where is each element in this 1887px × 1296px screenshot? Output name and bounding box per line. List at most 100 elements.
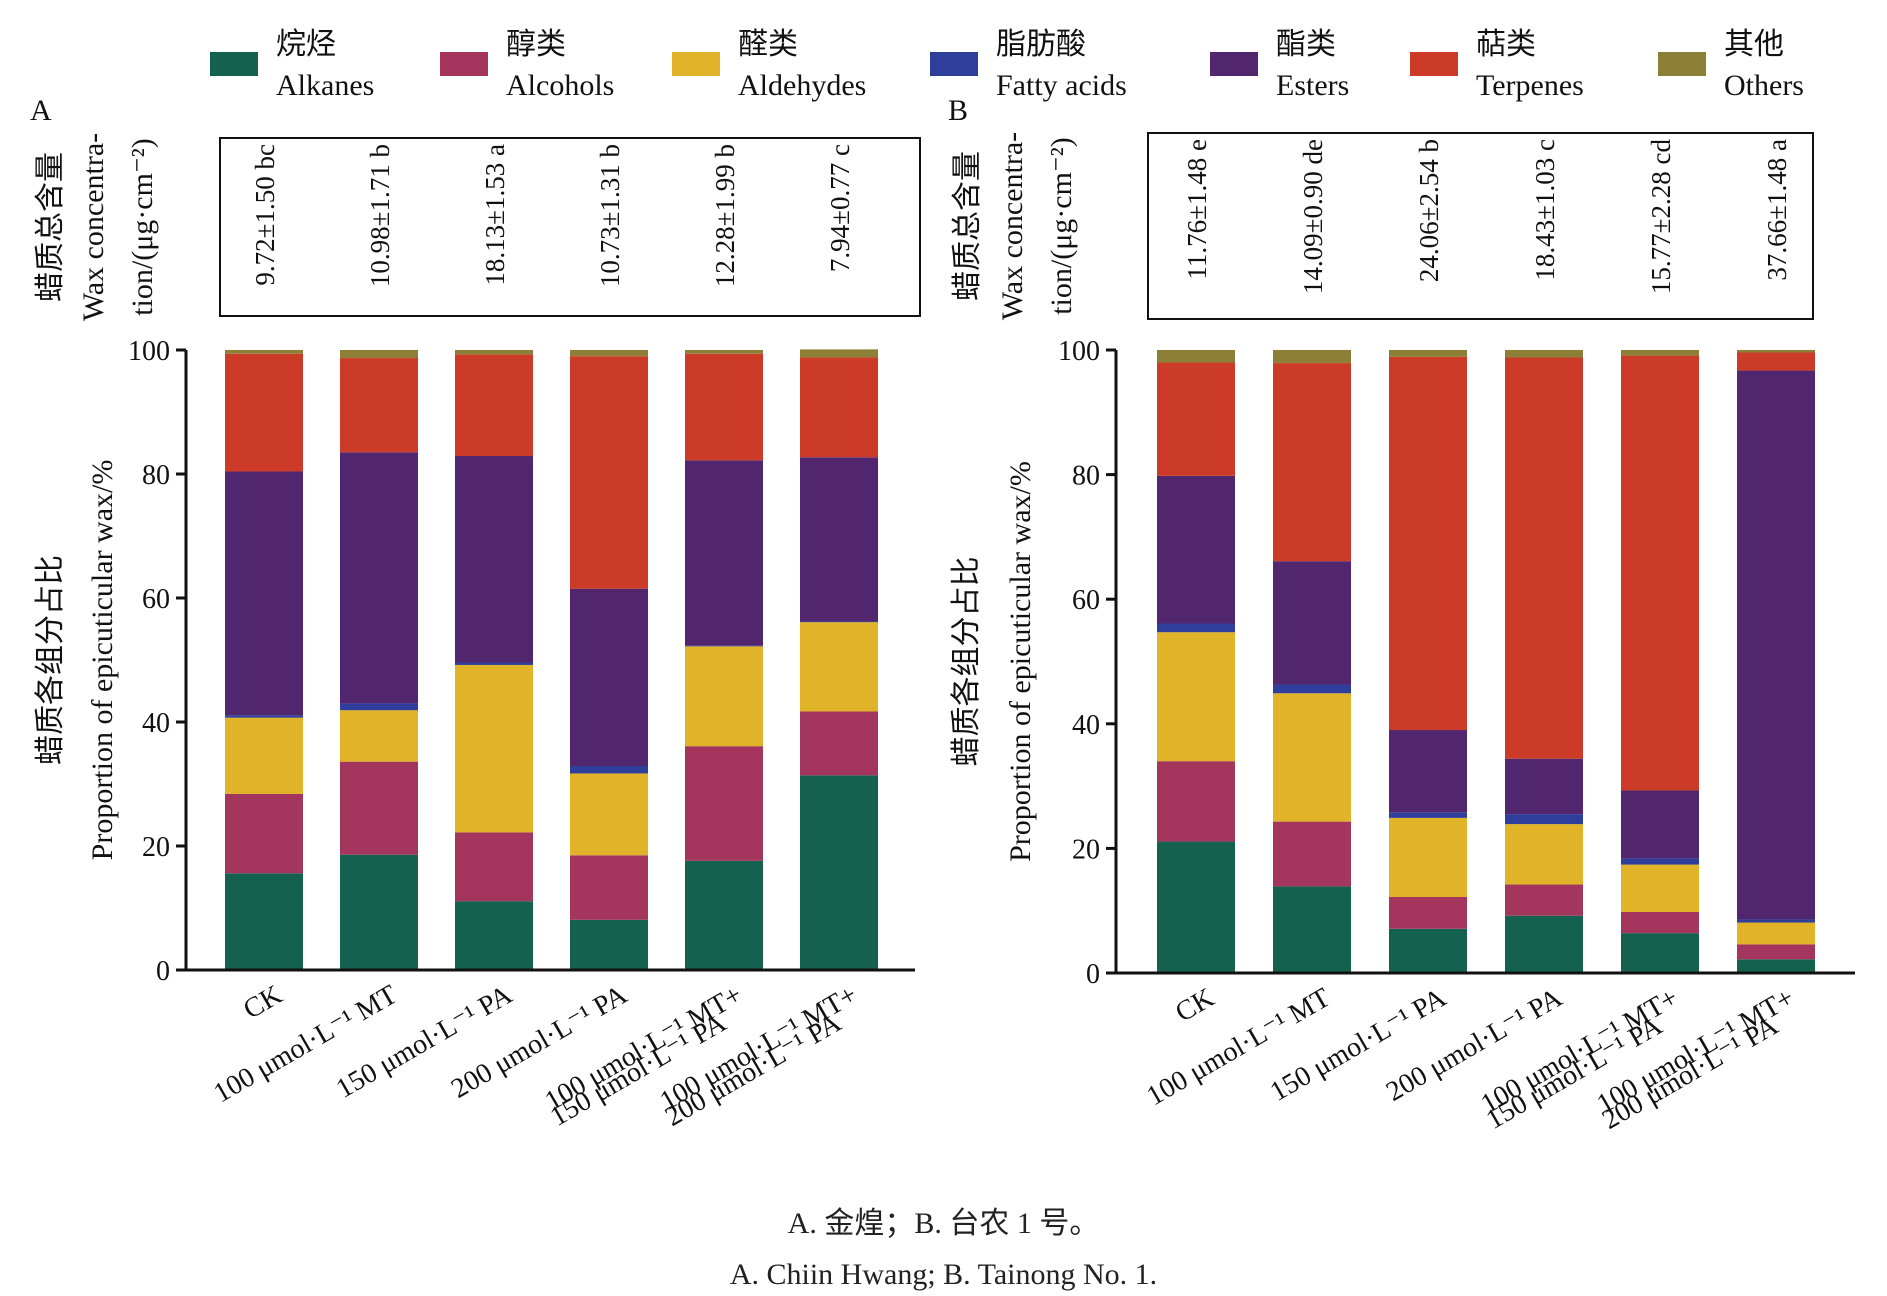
y-tick-label: 20 [142, 832, 170, 863]
bar-alkanes-6 [1737, 959, 1815, 973]
concentration-label-en-line2: tion/(μg·cm⁻²) [126, 138, 159, 316]
bar-terpenes-2 [340, 358, 418, 453]
bar-terpenes-4 [570, 356, 648, 589]
bar-terpenes-2 [1273, 363, 1351, 562]
bar-terpenes-1 [1157, 362, 1235, 476]
bar-esters-4 [1505, 758, 1583, 815]
wax-concentration-value-1: 9.72±1.50 bc [250, 144, 280, 286]
bar-fatty-acids-4 [1505, 814, 1583, 825]
bar-alcohols-2 [340, 761, 418, 855]
y-tick-label: 20 [1072, 834, 1100, 865]
legend-label-zh-4: 脂肪酸 [996, 28, 1086, 61]
bar-fatty-acids-5 [1621, 858, 1699, 865]
legend-label-zh-2: 醇类 [506, 28, 566, 61]
legend-label-en-2: Alcohols [506, 69, 614, 102]
concentration-box [1147, 132, 1814, 320]
bar-terpenes-3 [455, 354, 533, 457]
bar-esters-6 [1737, 370, 1815, 920]
bar-alcohols-6 [1737, 944, 1815, 960]
y-tick-label: 60 [142, 584, 170, 615]
legend-label-en-3: Aldehydes [738, 69, 866, 102]
y-axis-title-en: Proportion of epicuticular wax/% [86, 460, 119, 861]
bar-aldehydes-1 [1157, 632, 1235, 762]
bar-alkanes-2 [340, 854, 418, 970]
bar-aldehydes-6 [800, 622, 878, 712]
caption-chinese: A. 金煌；B. 台农 1 号。 [787, 1207, 1100, 1240]
bar-aldehydes-6 [1737, 922, 1815, 945]
bar-esters-4 [570, 588, 648, 767]
bar-others-1 [225, 350, 303, 354]
x-tick-label-1: CK [1170, 982, 1219, 1028]
bar-alcohols-4 [1505, 884, 1583, 916]
bar-alcohols-1 [225, 793, 303, 874]
legend-label-zh-5: 酯类 [1276, 28, 1336, 61]
bar-others-6 [800, 349, 878, 358]
bar-alkanes-4 [570, 919, 648, 970]
bar-alkanes-3 [455, 901, 533, 970]
bar-alcohols-1 [1157, 761, 1235, 842]
y-tick-label: 0 [1086, 959, 1100, 990]
bar-others-2 [340, 350, 418, 359]
wax-concentration-value-6: 7.94±0.77 c [825, 144, 855, 272]
bar-alkanes-1 [225, 873, 303, 970]
bar-alcohols-5 [1621, 911, 1699, 934]
concentration-label-zh: 蜡质总含量 [951, 151, 984, 301]
panel-letter: B [948, 94, 968, 127]
bar-esters-5 [1621, 790, 1699, 859]
bar-aldehydes-5 [1621, 864, 1699, 912]
bar-fatty-acids-1 [1157, 623, 1235, 633]
bar-esters-5 [685, 460, 763, 646]
legend-label-zh-7: 其他 [1724, 28, 1784, 61]
legend-swatch-4 [930, 52, 978, 76]
y-axis-title-zh: 蜡质各组分占比 [34, 555, 67, 765]
bar-fatty-acids-1 [225, 715, 303, 718]
legend-swatch-1 [210, 52, 258, 76]
bar-aldehydes-4 [1505, 824, 1583, 885]
bar-fatty-acids-3 [1389, 812, 1467, 818]
bar-aldehydes-3 [1389, 817, 1467, 897]
bar-alkanes-6 [800, 775, 878, 970]
concentration-box [219, 137, 921, 317]
bar-others-1 [1157, 350, 1235, 363]
y-tick-label: 0 [156, 956, 170, 987]
bar-terpenes-5 [685, 353, 763, 461]
panel-a: A 0 20 40 60 80 100 蜡质各组分占比 Proportion of epicut… [30, 94, 921, 1133]
x-tick-label-1: CK [238, 979, 287, 1025]
y-axis-title-en: Proportion of epicuticular wax/% [1004, 461, 1037, 862]
legend-swatch-6 [1410, 52, 1458, 76]
y-axis-title-zh: 蜡质各组分占比 [950, 557, 983, 767]
bar-alcohols-2 [1273, 821, 1351, 887]
bar-terpenes-4 [1505, 357, 1583, 759]
legend-label-zh-6: 萜类 [1476, 28, 1536, 61]
bar-aldehydes-2 [1273, 693, 1351, 822]
bar-fatty-acids-3 [455, 662, 533, 665]
y-tick-label: 100 [1058, 336, 1100, 367]
bar-esters-6 [800, 457, 878, 622]
wax-concentration-value-2: 14.09±0.90 de [1298, 139, 1328, 294]
bar-fatty-acids-6 [1737, 919, 1815, 923]
legend-label-zh-1: 烷烃 [276, 28, 336, 61]
concentration-label-en-line1: Wax concentra- [996, 132, 1029, 320]
wax-concentration-value-5: 12.28±1.99 b [710, 144, 740, 287]
wax-concentration-value-4: 10.73±1.31 b [595, 144, 625, 287]
bar-terpenes-3 [1389, 356, 1467, 731]
bar-alcohols-4 [570, 855, 648, 920]
y-tick-label: 40 [1072, 710, 1100, 741]
y-tick-label: 40 [142, 708, 170, 739]
bar-terpenes-6 [800, 357, 878, 458]
caption-english: A. Chiin Hwang; B. Tainong No. 1. [729, 1258, 1158, 1291]
legend-label-en-1: Alkanes [276, 69, 374, 102]
legend: 烷烃 Alkanes 醇类 Alcohols 醛类 Aldehydes 脂肪酸 Fatty a… [210, 28, 1804, 102]
bar-aldehydes-3 [455, 664, 533, 833]
y-tick-label: 100 [128, 336, 170, 367]
bar-alkanes-4 [1505, 915, 1583, 973]
bar-aldehydes-5 [685, 646, 763, 747]
concentration-label-en-line1: Wax concentra- [77, 133, 110, 321]
wax-concentration-value-4: 18.43±1.03 c [1530, 139, 1560, 281]
bar-alkanes-3 [1389, 928, 1467, 973]
wax-concentration-value-5: 15.77±2.28 cd [1646, 139, 1676, 295]
bar-esters-3 [1389, 730, 1467, 813]
bar-others-5 [1621, 350, 1699, 356]
bar-esters-3 [455, 456, 533, 663]
